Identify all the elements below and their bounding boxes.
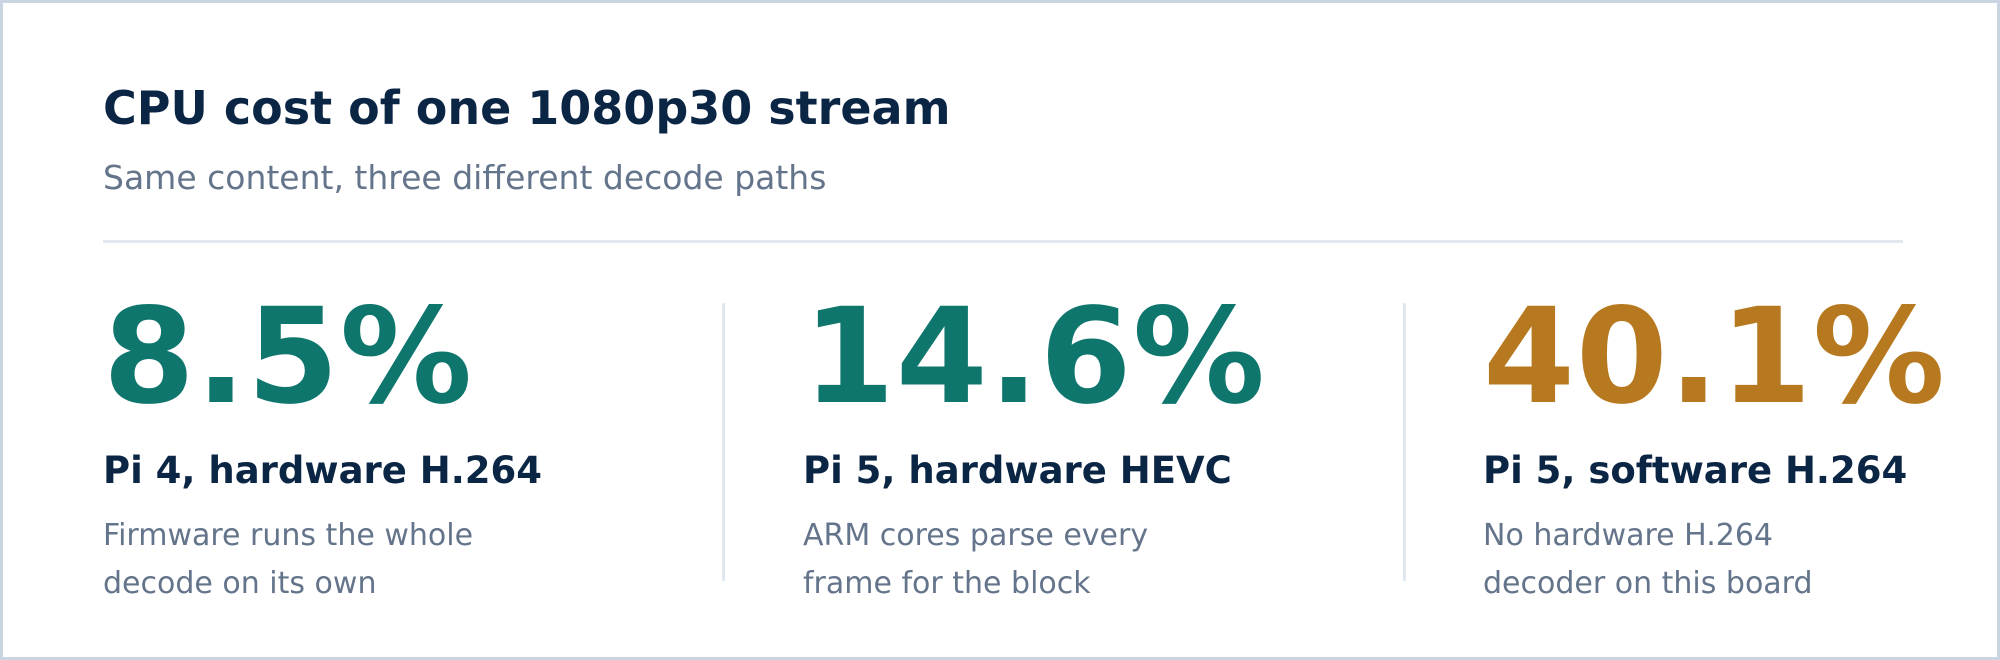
stat-value: 8.5% xyxy=(103,280,474,434)
title: CPU cost of one 1080p30 stream xyxy=(103,81,951,135)
stat: 40.1% Pi 5, software H.264 No hardware H.2… xyxy=(1483,291,1946,608)
divider xyxy=(103,240,1903,243)
stat-label: Pi 5, hardware HEVC xyxy=(803,449,1232,492)
stat-value: 40.1% xyxy=(1483,280,1946,434)
stat: 8.5% Pi 4, hardware H.264 Firmware runs th… xyxy=(103,291,542,608)
stat-description: Firmware runs the whole decode on its ow… xyxy=(103,518,474,601)
stat-value: 14.6% xyxy=(803,280,1266,434)
stat-label: Pi 5, software H.264 xyxy=(1483,449,1908,492)
column-separator xyxy=(722,303,725,581)
column-separator xyxy=(1403,303,1406,581)
stat-description: ARM cores parse every frame for the bloc… xyxy=(803,518,1149,601)
subtitle: Same content, three different decode pat… xyxy=(103,158,827,197)
stat-description: No hardware H.264 decoder on this board xyxy=(1483,518,1813,601)
stat: 14.6% Pi 5, hardware HEVC ARM cores parse … xyxy=(803,291,1266,608)
stat-label: Pi 4, hardware H.264 xyxy=(103,449,543,492)
